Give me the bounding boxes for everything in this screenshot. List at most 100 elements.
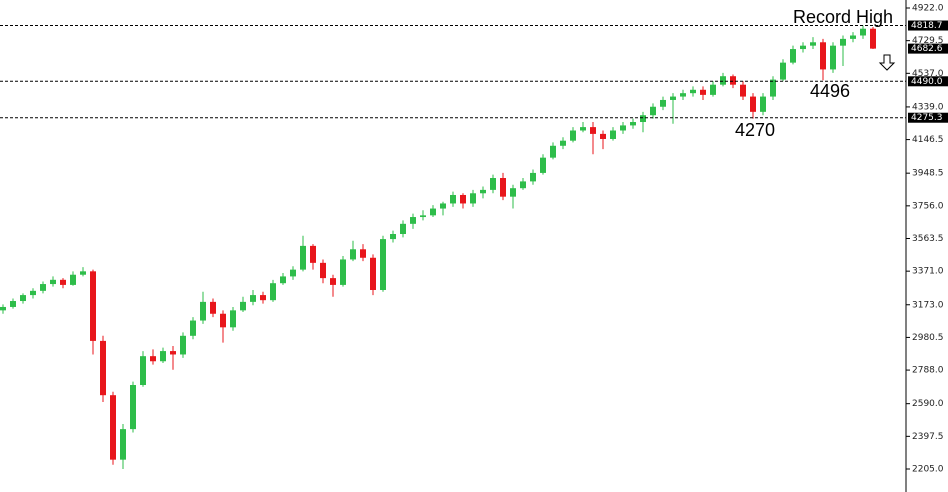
y-tick-label: 3173.0 <box>912 300 944 310</box>
candle-body <box>40 284 46 291</box>
y-tick-label: 3371.0 <box>912 267 944 277</box>
y-tick-label: 4146.5 <box>912 135 944 145</box>
candle-body <box>600 133 606 139</box>
candle-body <box>410 217 416 224</box>
candle-body <box>90 271 96 341</box>
candle-body <box>130 385 136 430</box>
candle-body <box>140 356 146 386</box>
candle-body <box>560 140 566 146</box>
candle-body <box>320 262 326 279</box>
level-label: 4490.0 <box>911 77 943 87</box>
candle-body <box>680 93 686 97</box>
candle-body <box>370 257 376 290</box>
candle-body <box>330 278 336 285</box>
candle-body <box>590 127 596 134</box>
y-tick-label: 2205.0 <box>912 465 944 475</box>
candle-body <box>250 295 256 302</box>
candle-body <box>350 249 356 260</box>
annotation: 4496 <box>810 81 850 101</box>
down-arrow <box>878 54 896 71</box>
candle-body <box>730 76 736 85</box>
level-label: 4275.3 <box>911 113 943 123</box>
candle-body <box>580 127 586 131</box>
candle-body <box>630 122 636 126</box>
candle-body <box>760 96 766 112</box>
candle-body <box>700 89 706 95</box>
candle-body <box>820 42 826 70</box>
candle-body <box>450 194 456 204</box>
candle-body <box>160 351 166 362</box>
candle-body <box>220 313 226 328</box>
y-tick-label: 4537.0 <box>912 69 944 79</box>
candle-body <box>520 181 526 189</box>
candle-body <box>750 96 756 112</box>
candle-body <box>80 271 86 275</box>
candle-body <box>640 115 646 123</box>
last-price-label: 4682.6 <box>911 44 943 54</box>
candle-body <box>530 172 536 182</box>
last-price-box <box>908 43 948 54</box>
candle-body <box>380 239 386 290</box>
level-box <box>908 76 948 87</box>
candle-body <box>780 62 786 80</box>
level-label: 4818.7 <box>911 21 943 31</box>
candle-body <box>650 106 656 116</box>
candle-body <box>70 274 76 285</box>
candle-body <box>500 178 506 197</box>
candle-body <box>120 429 126 460</box>
candle-body <box>610 130 616 139</box>
candle-body <box>430 208 436 216</box>
candle-body <box>800 45 806 50</box>
candle-body <box>440 203 446 209</box>
candle-body <box>660 99 666 107</box>
y-tick-label: 3756.0 <box>912 201 944 211</box>
candle-body <box>340 259 346 285</box>
candle-body <box>260 295 266 301</box>
candle-body <box>870 28 876 49</box>
y-tick-label: 3948.5 <box>912 169 944 179</box>
y-tick-label: 2980.5 <box>912 333 944 343</box>
candle-body <box>540 157 546 173</box>
candle-body <box>810 42 816 46</box>
candle-body <box>720 76 726 85</box>
candle-body <box>60 279 66 285</box>
candle-body <box>510 188 516 197</box>
candle-body <box>300 245 306 270</box>
y-tick-label: 3563.5 <box>912 234 944 244</box>
candle-body <box>830 45 836 70</box>
candle-body <box>190 320 196 336</box>
candle-body <box>460 194 466 204</box>
candle-body <box>310 245 316 263</box>
annotation: 4270 <box>735 120 775 140</box>
candle-body <box>860 28 866 36</box>
candle-body <box>100 340 106 396</box>
y-tick-label: 4339.0 <box>912 102 944 112</box>
candle-body <box>490 178 496 190</box>
candle-body <box>290 269 296 277</box>
candle-body <box>150 356 156 362</box>
candle-body <box>840 38 846 46</box>
candle-body <box>620 125 626 131</box>
y-tick-label: 4729.5 <box>912 36 944 46</box>
candle-body <box>770 79 776 97</box>
candle-body <box>170 351 176 355</box>
candle-body <box>740 84 746 97</box>
candle-body <box>0 306 6 311</box>
level-box <box>908 112 948 123</box>
candle-body <box>390 234 396 240</box>
y-tick-label: 4922.0 <box>912 4 944 14</box>
candle-body <box>790 49 796 63</box>
candle-body <box>670 96 676 100</box>
candle-body <box>30 290 36 296</box>
candle-body <box>710 84 716 95</box>
candle-body <box>420 215 426 218</box>
candle-body <box>400 223 406 235</box>
candle-body <box>110 395 116 460</box>
y-tick-label: 2397.5 <box>912 432 944 442</box>
candle-body <box>230 310 236 328</box>
candle-body <box>570 130 576 141</box>
candle-body <box>180 335 186 355</box>
candle-body <box>20 295 26 302</box>
level-box <box>908 20 948 31</box>
